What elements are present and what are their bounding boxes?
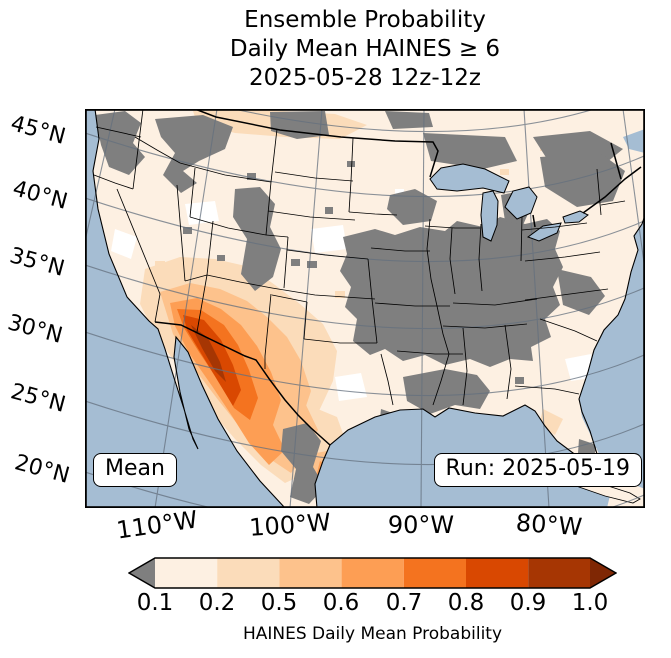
colorbar	[127, 557, 618, 589]
lake-ontario	[562, 210, 589, 224]
lon-label-90w: 90°W	[387, 511, 455, 539]
title-line-1: Ensemble Probability	[244, 7, 486, 33]
colorbar-segment	[341, 558, 404, 588]
mean-annotation-box: Mean	[93, 453, 177, 488]
title-line-2: Daily Mean HAINES ≥ 6	[229, 36, 501, 62]
colorbar-tick: 1.0	[571, 590, 609, 616]
colorbar-label: HAINES Daily Mean Probability	[242, 624, 503, 644]
colorbar-tick: 0.1	[136, 590, 174, 616]
graticule-layer	[78, 65, 652, 537]
lake-huron	[504, 186, 538, 220]
colorbar-segment	[217, 558, 280, 588]
probability-09-10-core	[191, 325, 226, 382]
lon-label-80w: 80°W	[514, 508, 584, 542]
gulf-atlantic-coastline	[314, 214, 646, 509]
lat-label-25n: 25°N	[7, 379, 69, 418]
masked-gray-layer	[95, 111, 625, 504]
pacific-coastline	[92, 108, 286, 509]
colorbar-tick: 0.8	[447, 590, 485, 616]
map-frame	[84, 108, 646, 509]
colorbar-segment	[528, 558, 590, 588]
colorbar-over-arrow	[590, 558, 616, 588]
colorbar-tick: 0.5	[260, 590, 298, 616]
lake-superior	[429, 163, 510, 194]
lon-label-110w: 110°W	[114, 505, 200, 545]
colorbar-outline	[127, 557, 618, 589]
lake-michigan	[480, 190, 499, 242]
colorbar-segment	[403, 558, 466, 588]
lon-label-100w: 100°W	[248, 508, 332, 542]
colorbar-segment	[466, 558, 529, 588]
colorbar-segment	[279, 558, 342, 588]
colorbar-segment	[155, 558, 218, 588]
country-borders	[154, 108, 642, 446]
lat-label-35n: 35°N	[6, 243, 68, 282]
state-borders	[93, 108, 626, 406]
pacific-ocean	[85, 109, 285, 508]
colorbar-canvas	[127, 557, 618, 589]
colorbar-tick: 0.9	[509, 590, 547, 616]
detroit-border	[532, 214, 536, 228]
lat-label-40n: 40°N	[9, 176, 71, 215]
us-mexico-border	[154, 321, 331, 446]
colorbar-tick: 0.7	[385, 590, 423, 616]
great-lakes	[429, 163, 589, 242]
lat-label-30n: 30°N	[4, 310, 66, 349]
lat-label-45n: 45°N	[7, 111, 69, 150]
colorbar-under-arrow	[129, 558, 155, 588]
colorbar-tick: 0.6	[322, 590, 360, 616]
st-lawrence-border	[582, 166, 642, 214]
run-annotation-box: Run: 2025-05-19	[433, 453, 642, 488]
figure-title: Ensemble Probability Daily Mean HAINES ≥…	[60, 6, 670, 93]
lat-label-20n: 20°N	[11, 450, 73, 489]
us-canada-border	[194, 108, 439, 178]
colorbar-tick: 0.2	[198, 590, 236, 616]
map-axes	[78, 65, 652, 537]
maine-border	[610, 142, 622, 180]
title-line-3: 2025-05-28 12z-12z	[249, 65, 481, 91]
coastline-layer	[92, 108, 646, 509]
map-canvas	[78, 65, 652, 537]
